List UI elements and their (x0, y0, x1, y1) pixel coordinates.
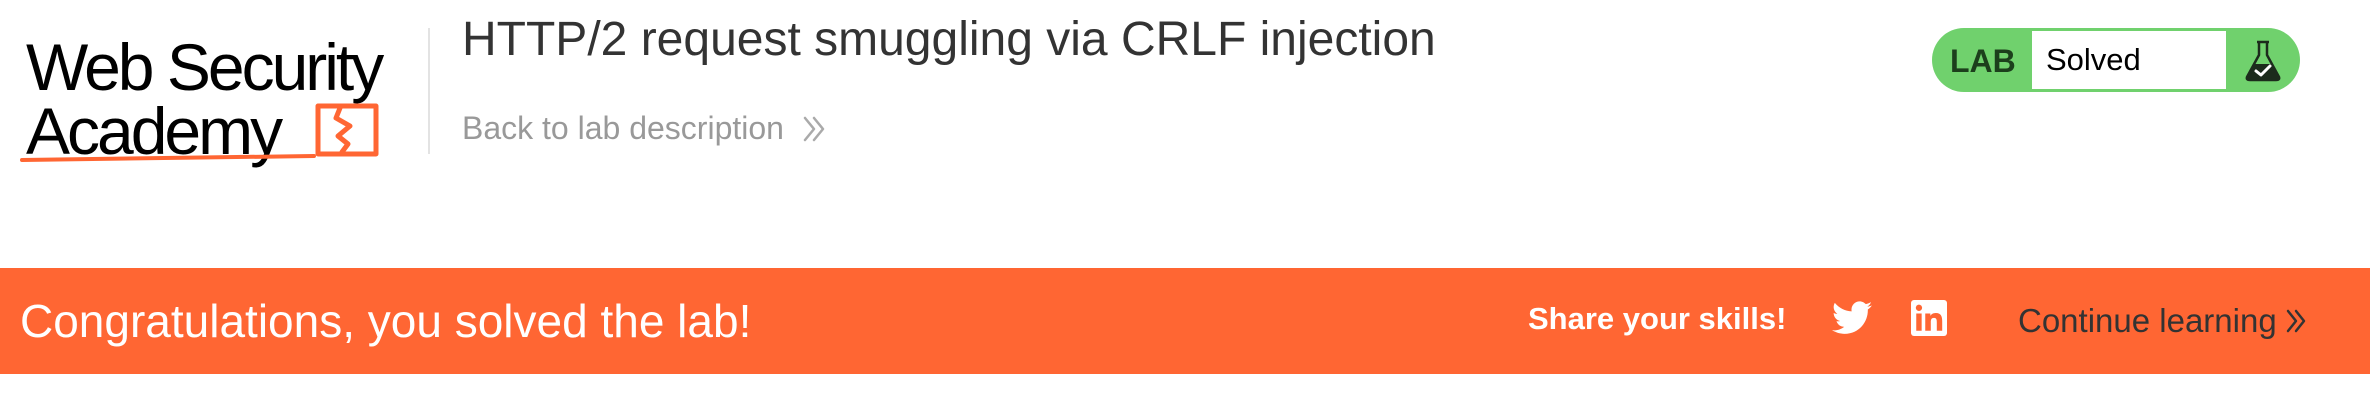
linkedin-share-link[interactable] (1911, 300, 1947, 336)
notification-banner: Congratulations, you solved the lab! Sha… (0, 268, 2370, 374)
twitter-share-link[interactable] (1832, 300, 1872, 336)
academy-logo[interactable]: Web Security Academy (18, 26, 430, 176)
lab-title: HTTP/2 request smuggling via CRLF inject… (462, 13, 1436, 66)
back-link-label: Back to lab description (462, 110, 784, 146)
lab-status-box: Solved (2032, 31, 2226, 89)
share-skills-label: Share your skills! (1528, 301, 1787, 336)
continue-learning-label: Continue learning (2018, 302, 2277, 339)
logo-mark-icon (20, 103, 379, 162)
flask-check-icon (2245, 40, 2281, 82)
logo-text-line1: Web Security (26, 30, 384, 104)
continue-learning-link[interactable]: Continue learning (2018, 268, 2309, 374)
lab-status-text: Solved (2046, 42, 2141, 77)
double-chevron-right-icon (2286, 309, 2305, 333)
twitter-icon (1832, 301, 1872, 334)
congratulations-message: Congratulations, you solved the lab! (20, 295, 752, 347)
lab-header: Web Security Academy HTTP/2 request smug… (18, 13, 2300, 176)
linkedin-icon (1911, 300, 1947, 336)
lab-status-widget: LAB Solved (1932, 28, 2300, 92)
lab-badge-label: LAB (1950, 43, 2016, 79)
logo-text-line2: Academy (26, 94, 283, 168)
back-to-lab-description-link[interactable]: Back to lab description (462, 110, 828, 147)
double-chevron-right-icon (803, 116, 825, 141)
header-divider (428, 28, 430, 154)
